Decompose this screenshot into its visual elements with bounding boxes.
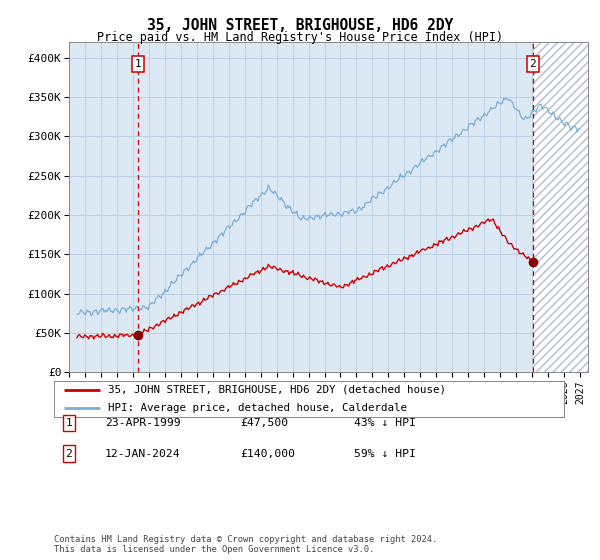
Text: Contains HM Land Registry data © Crown copyright and database right 2024.
This d: Contains HM Land Registry data © Crown c… bbox=[54, 535, 437, 554]
Text: £47,500: £47,500 bbox=[240, 418, 288, 428]
Bar bbox=[533, 42, 600, 372]
Text: 2: 2 bbox=[529, 59, 536, 69]
Text: 59% ↓ HPI: 59% ↓ HPI bbox=[354, 449, 416, 459]
Text: HPI: Average price, detached house, Calderdale: HPI: Average price, detached house, Cald… bbox=[107, 403, 407, 413]
Text: £140,000: £140,000 bbox=[240, 449, 295, 459]
Text: Price paid vs. HM Land Registry's House Price Index (HPI): Price paid vs. HM Land Registry's House … bbox=[97, 31, 503, 44]
Text: 12-JAN-2024: 12-JAN-2024 bbox=[105, 449, 181, 459]
Text: 43% ↓ HPI: 43% ↓ HPI bbox=[354, 418, 416, 428]
Text: 35, JOHN STREET, BRIGHOUSE, HD6 2DY: 35, JOHN STREET, BRIGHOUSE, HD6 2DY bbox=[147, 18, 453, 33]
Text: 23-APR-1999: 23-APR-1999 bbox=[105, 418, 181, 428]
Text: 1: 1 bbox=[134, 59, 141, 69]
Text: 35, JOHN STREET, BRIGHOUSE, HD6 2DY (detached house): 35, JOHN STREET, BRIGHOUSE, HD6 2DY (det… bbox=[107, 385, 446, 395]
Text: 1: 1 bbox=[65, 418, 73, 428]
Text: 2: 2 bbox=[65, 449, 73, 459]
